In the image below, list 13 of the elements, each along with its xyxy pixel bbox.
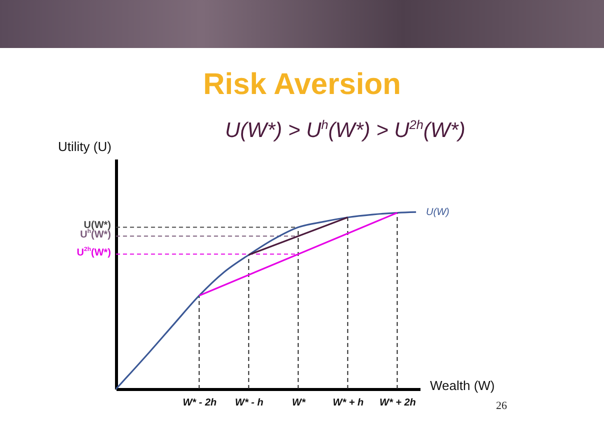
x-tick-label: W* + h (332, 398, 364, 408)
y-axis-title: Utility (U) (58, 139, 112, 154)
chart-subtitle: U(W*) > U$^{h}$(W*) > U$^{2h}$(W*) (225, 118, 466, 143)
series-label: U(W) (426, 207, 450, 218)
x-tick-label: W* - h (235, 398, 264, 408)
x-tick-label: W* + 2h (380, 398, 416, 408)
text: 26 (496, 400, 507, 412)
x-axis-title: Wealth (W) (430, 378, 495, 393)
ref-line-label: U$^{2h}$(W*) (76, 247, 111, 258)
x-tick-label: W* (292, 398, 306, 408)
x-tick-label: W* - 2h (182, 398, 217, 408)
ref-line-label: U$^{h}$(W*) (80, 229, 111, 240)
chart-title: Risk Aversion (202, 68, 402, 102)
